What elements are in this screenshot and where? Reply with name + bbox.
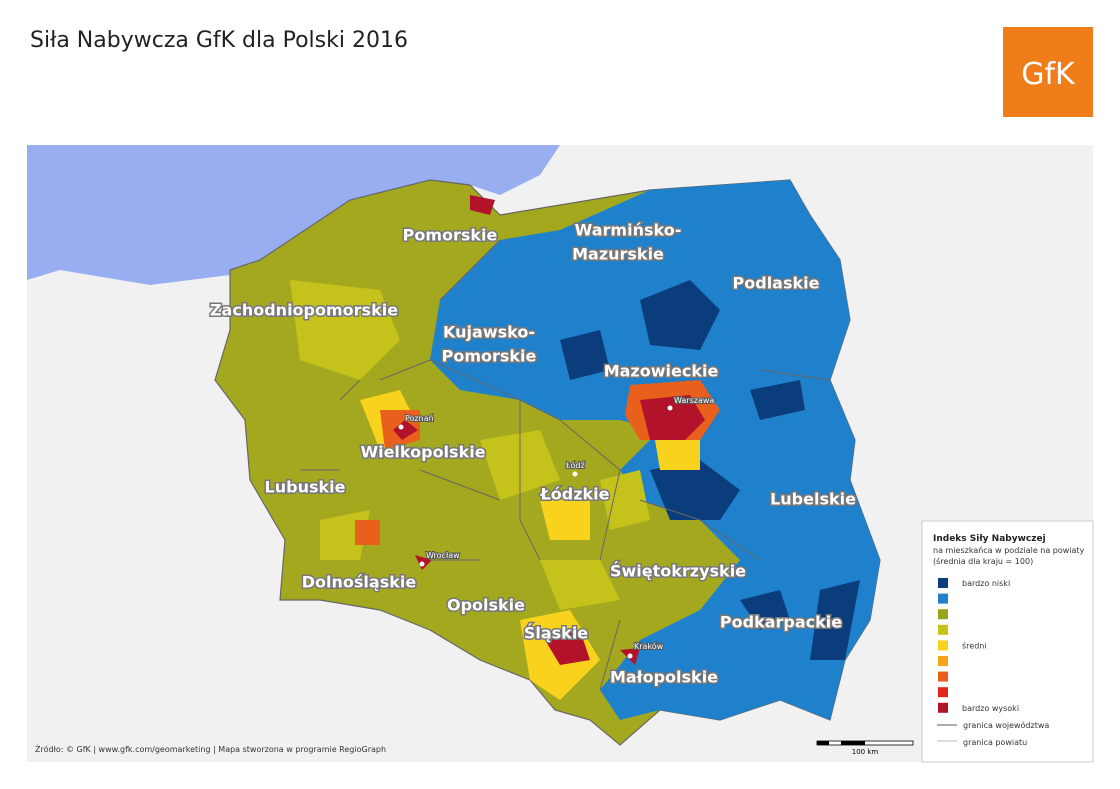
legend-swatch (938, 656, 948, 666)
region-label: Wielkopolskie (360, 443, 485, 462)
region-label: Kujawsko- (443, 323, 535, 342)
scale-label: 100 km (852, 748, 879, 756)
logo: GfK (1021, 57, 1076, 92)
page-title: Siła Nabywcza GfK dla Polski 2016 (30, 28, 408, 53)
city-label: Kraków (634, 641, 664, 651)
scale-bar-part (841, 741, 865, 745)
region-label: Warmińsko- (575, 221, 682, 240)
low-areas (560, 280, 860, 660)
city-dot (398, 424, 404, 430)
city-label: Poznań (405, 414, 434, 423)
legend-label: bardzo wysoki (962, 704, 1019, 713)
region-label: Małopolskie (610, 668, 718, 687)
legend-swatch (938, 578, 948, 588)
scale-bar-part (817, 741, 829, 745)
region-label: Mazurskie (572, 245, 664, 264)
city-label: Łódź (565, 460, 585, 470)
region-label: Śląskie (524, 624, 588, 643)
legend-line-label: granica powiatu (963, 738, 1027, 747)
city-dot (572, 471, 578, 477)
region-label: Podkarpackie (720, 613, 842, 632)
legend-swatch (938, 640, 948, 651)
legend-title: Indeks Siły Nabywczej (933, 534, 1046, 544)
region-label: Pomorskie (403, 226, 498, 245)
region-labels: Pomorskie Warmińsko- Mazurskie Podlaskie… (208, 219, 857, 688)
region-label: Łódzkie (539, 485, 609, 504)
source-note: Źródło: © GfK | www.gfk.com/geomarketing… (35, 743, 386, 754)
legend-swatch (938, 624, 948, 635)
city-dot (419, 561, 425, 567)
city-dot (667, 405, 673, 411)
city-label: Warszawa (674, 396, 714, 405)
high-areas (355, 380, 720, 545)
logo-box (1003, 27, 1093, 117)
legend-label: średni (962, 640, 987, 650)
region-label: Lubuskie (265, 478, 346, 497)
eastern-area (430, 180, 880, 720)
region-label: Dolnośląskie (302, 573, 417, 592)
legend-label: bardzo niski (962, 579, 1010, 588)
legend-swatch (938, 593, 948, 604)
region-label: Mazowieckie (604, 362, 719, 381)
region-label: Podlaskie (733, 274, 820, 293)
legend-line-label: granica województwa (963, 720, 1049, 730)
voivodeship-borders (300, 239, 831, 691)
sea (27, 145, 560, 285)
legend-swatch (938, 687, 948, 698)
legend-swatch (938, 609, 948, 620)
legend: Indeks Siły Nabywczej na mieszkańca w po… (921, 520, 1094, 763)
city-label: Wrocław (426, 551, 460, 560)
mid-areas (290, 280, 650, 610)
legend-subtitle: (średnia dla kraju = 100) (933, 556, 1033, 566)
city-labels: Poznań Warszawa Łódź Wrocław Kraków (398, 395, 715, 659)
map (27, 145, 1093, 762)
legend-subtitle: na mieszkańca w podziale na powiaty (933, 546, 1085, 555)
region-label: Lubelskie (770, 490, 856, 509)
city-dot (627, 653, 633, 659)
legend-swatch (938, 702, 948, 713)
region-label: Świętokrzyskie (610, 562, 746, 581)
region-label: Pomorskie (442, 347, 537, 366)
legend-box (921, 520, 1094, 763)
region-label: Zachodniopomorskie (210, 301, 398, 320)
legend-swatch (938, 671, 948, 682)
region-label: Opolskie (447, 596, 525, 615)
